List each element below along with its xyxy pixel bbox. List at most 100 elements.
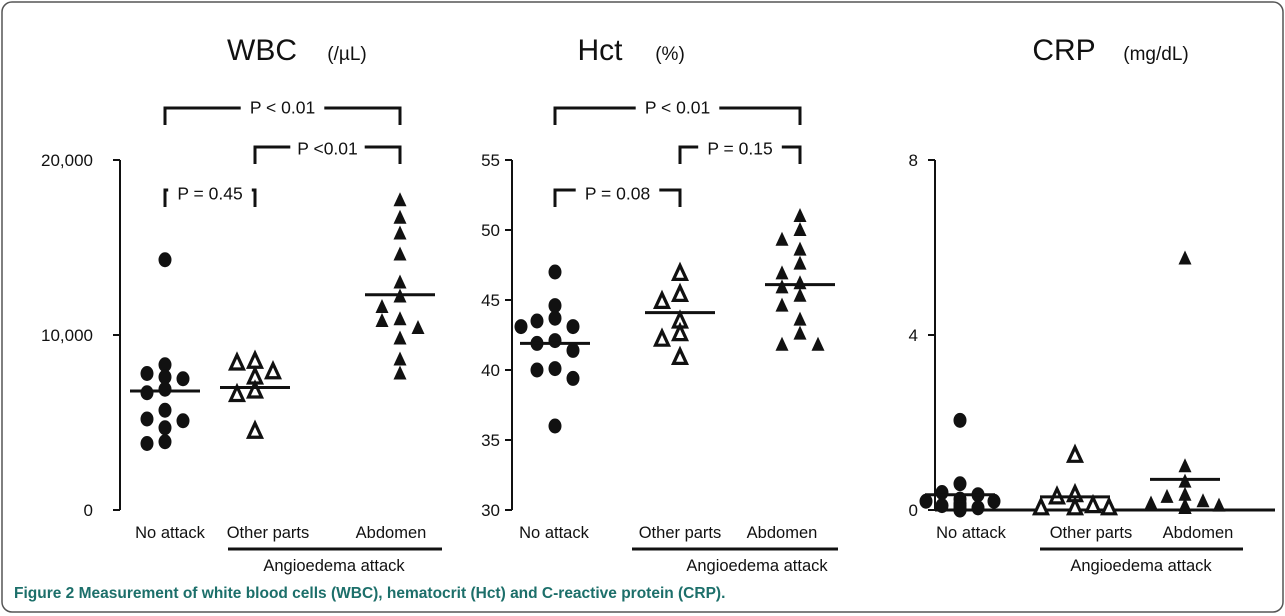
category-label: No attack <box>519 524 589 542</box>
panel-unit: (mg/dL) <box>1123 44 1188 65</box>
category-label: Abdomen <box>356 524 427 542</box>
data-point <box>1144 495 1158 510</box>
y-tick-label: 40 <box>481 361 500 380</box>
category-label: Abdomen <box>747 524 818 542</box>
data-point <box>793 325 807 340</box>
crp-panel: CRP (mg/dL) 0 4 8 No attack Other parts Abdomen… <box>909 34 1275 575</box>
data-point <box>793 287 807 302</box>
data-point <box>935 485 949 500</box>
data-point <box>548 310 562 326</box>
data-point <box>245 379 265 399</box>
category-label: Other parts <box>1050 524 1133 542</box>
y-tick-label: 8 <box>909 151 918 170</box>
data-point <box>987 493 1001 509</box>
data-point <box>530 313 544 329</box>
data-point <box>375 299 389 313</box>
panel-title: CRP <box>1032 34 1095 67</box>
y-tick-label: 35 <box>481 431 500 450</box>
panel-unit: (%) <box>655 44 685 65</box>
data-point <box>393 351 407 366</box>
data-point <box>1212 497 1226 512</box>
y-tick-label: 30 <box>481 501 500 520</box>
data-point <box>548 361 562 377</box>
data-point <box>953 502 967 518</box>
data-point <box>953 412 967 428</box>
data-point <box>158 357 172 373</box>
data-point <box>158 381 172 397</box>
data-point <box>140 436 154 451</box>
data-point <box>793 222 807 236</box>
data-point <box>263 359 283 380</box>
data-point <box>971 500 985 516</box>
data-point <box>548 418 562 434</box>
data-point <box>140 366 154 381</box>
y-tick-label: 10,000 <box>41 326 93 345</box>
data-point <box>1099 496 1119 516</box>
data-point <box>140 385 154 401</box>
data-point <box>227 351 247 371</box>
data-point <box>393 192 407 207</box>
data-point <box>811 336 825 351</box>
data-point <box>548 264 562 280</box>
data-point <box>935 498 949 514</box>
data-point <box>393 330 407 345</box>
data-point <box>393 274 407 289</box>
data-point <box>393 311 407 326</box>
data-point <box>393 209 407 224</box>
p-value-label: P <0.01 <box>297 139 358 159</box>
data-point <box>775 336 789 351</box>
data-point <box>514 319 528 335</box>
data-point <box>140 411 154 427</box>
p-value-label: P = 0.08 <box>585 184 650 204</box>
p-value-label: P < 0.01 <box>645 98 710 118</box>
data-point <box>566 370 580 386</box>
significance-bracket <box>253 145 402 164</box>
group-label: Angioedema attack <box>686 557 828 575</box>
significance-bracket <box>553 188 682 207</box>
p-value-label: P < 0.01 <box>250 98 315 118</box>
data-point <box>1065 496 1085 516</box>
data-point <box>566 342 580 358</box>
group-label: Angioedema attack <box>1070 557 1212 575</box>
data-point <box>670 345 690 365</box>
significance-bracket <box>553 106 802 125</box>
data-point <box>670 261 690 281</box>
data-point <box>953 476 967 492</box>
data-point <box>793 208 807 222</box>
data-point <box>1065 443 1085 463</box>
y-tick-label: 0 <box>84 501 93 520</box>
category-label: Other parts <box>639 524 722 542</box>
data-point <box>548 333 562 349</box>
data-point <box>1196 493 1210 508</box>
y-tick-label: 20,000 <box>41 151 93 170</box>
data-point <box>793 241 807 256</box>
panel-unit: (/µL) <box>327 44 366 65</box>
data-point <box>1178 486 1192 501</box>
data-point <box>1083 493 1103 514</box>
data-point <box>530 362 544 378</box>
y-tick-label: 50 <box>481 221 500 240</box>
data-point <box>245 419 265 439</box>
data-point <box>793 255 807 270</box>
data-point <box>227 382 247 403</box>
data-point <box>176 371 190 387</box>
caption-text: Measurement of white blood cells (WBC), … <box>78 585 726 602</box>
data-point <box>793 311 807 326</box>
data-point <box>1160 488 1174 503</box>
data-point <box>775 265 789 280</box>
data-point <box>775 297 789 312</box>
data-point <box>1031 496 1051 516</box>
group-label: Angioedema attack <box>263 557 405 575</box>
data-point <box>158 369 172 385</box>
y-tick-label: 45 <box>481 291 500 310</box>
data-point <box>158 420 172 436</box>
data-point <box>548 298 562 314</box>
category-label: No attack <box>135 524 205 542</box>
data-point <box>411 320 425 334</box>
data-point <box>375 313 389 327</box>
data-point <box>670 282 690 302</box>
category-label: Other parts <box>227 524 310 542</box>
data-point <box>1178 250 1192 265</box>
